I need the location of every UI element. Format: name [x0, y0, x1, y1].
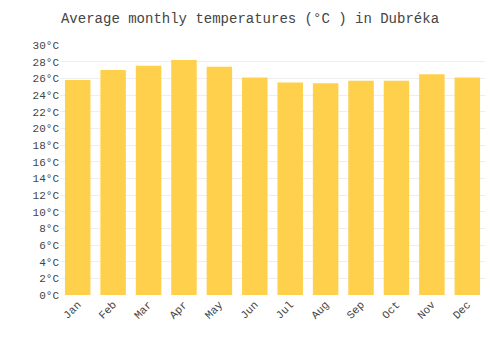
svg-text:Jul: Jul [274, 299, 296, 321]
svg-text:24°C: 24°C [33, 90, 60, 102]
svg-text:Dec: Dec [451, 299, 473, 321]
svg-text:0°C: 0°C [39, 290, 59, 302]
svg-text:Feb: Feb [97, 299, 119, 321]
svg-text:Aug: Aug [309, 299, 331, 321]
svg-text:30°C: 30°C [33, 40, 60, 52]
svg-text:12°C: 12°C [33, 190, 60, 202]
svg-text:Mar: Mar [132, 299, 154, 321]
svg-text:18°C: 18°C [33, 140, 60, 152]
svg-text:8°C: 8°C [39, 223, 59, 235]
svg-text:6°C: 6°C [39, 240, 59, 252]
svg-text:Jun: Jun [238, 299, 260, 321]
svg-text:Apr: Apr [167, 299, 189, 321]
svg-text:2°C: 2°C [39, 273, 59, 285]
svg-text:14°C: 14°C [33, 173, 60, 185]
svg-text:16°C: 16°C [33, 157, 60, 169]
svg-text:Oct: Oct [380, 299, 402, 321]
svg-text:22°C: 22°C [33, 107, 60, 119]
svg-text:May: May [203, 299, 226, 322]
svg-text:Nov: Nov [415, 299, 438, 322]
svg-text:Average monthly temperatures (: Average monthly temperatures (°C ) in Du… [61, 11, 439, 27]
svg-text:Sep: Sep [345, 299, 367, 321]
svg-text:Jan: Jan [61, 299, 83, 321]
svg-text:28°C: 28°C [33, 57, 60, 69]
svg-text:10°C: 10°C [33, 207, 60, 219]
svg-text:20°C: 20°C [33, 123, 60, 135]
svg-text:26°C: 26°C [33, 73, 60, 85]
svg-text:4°C: 4°C [39, 257, 59, 269]
